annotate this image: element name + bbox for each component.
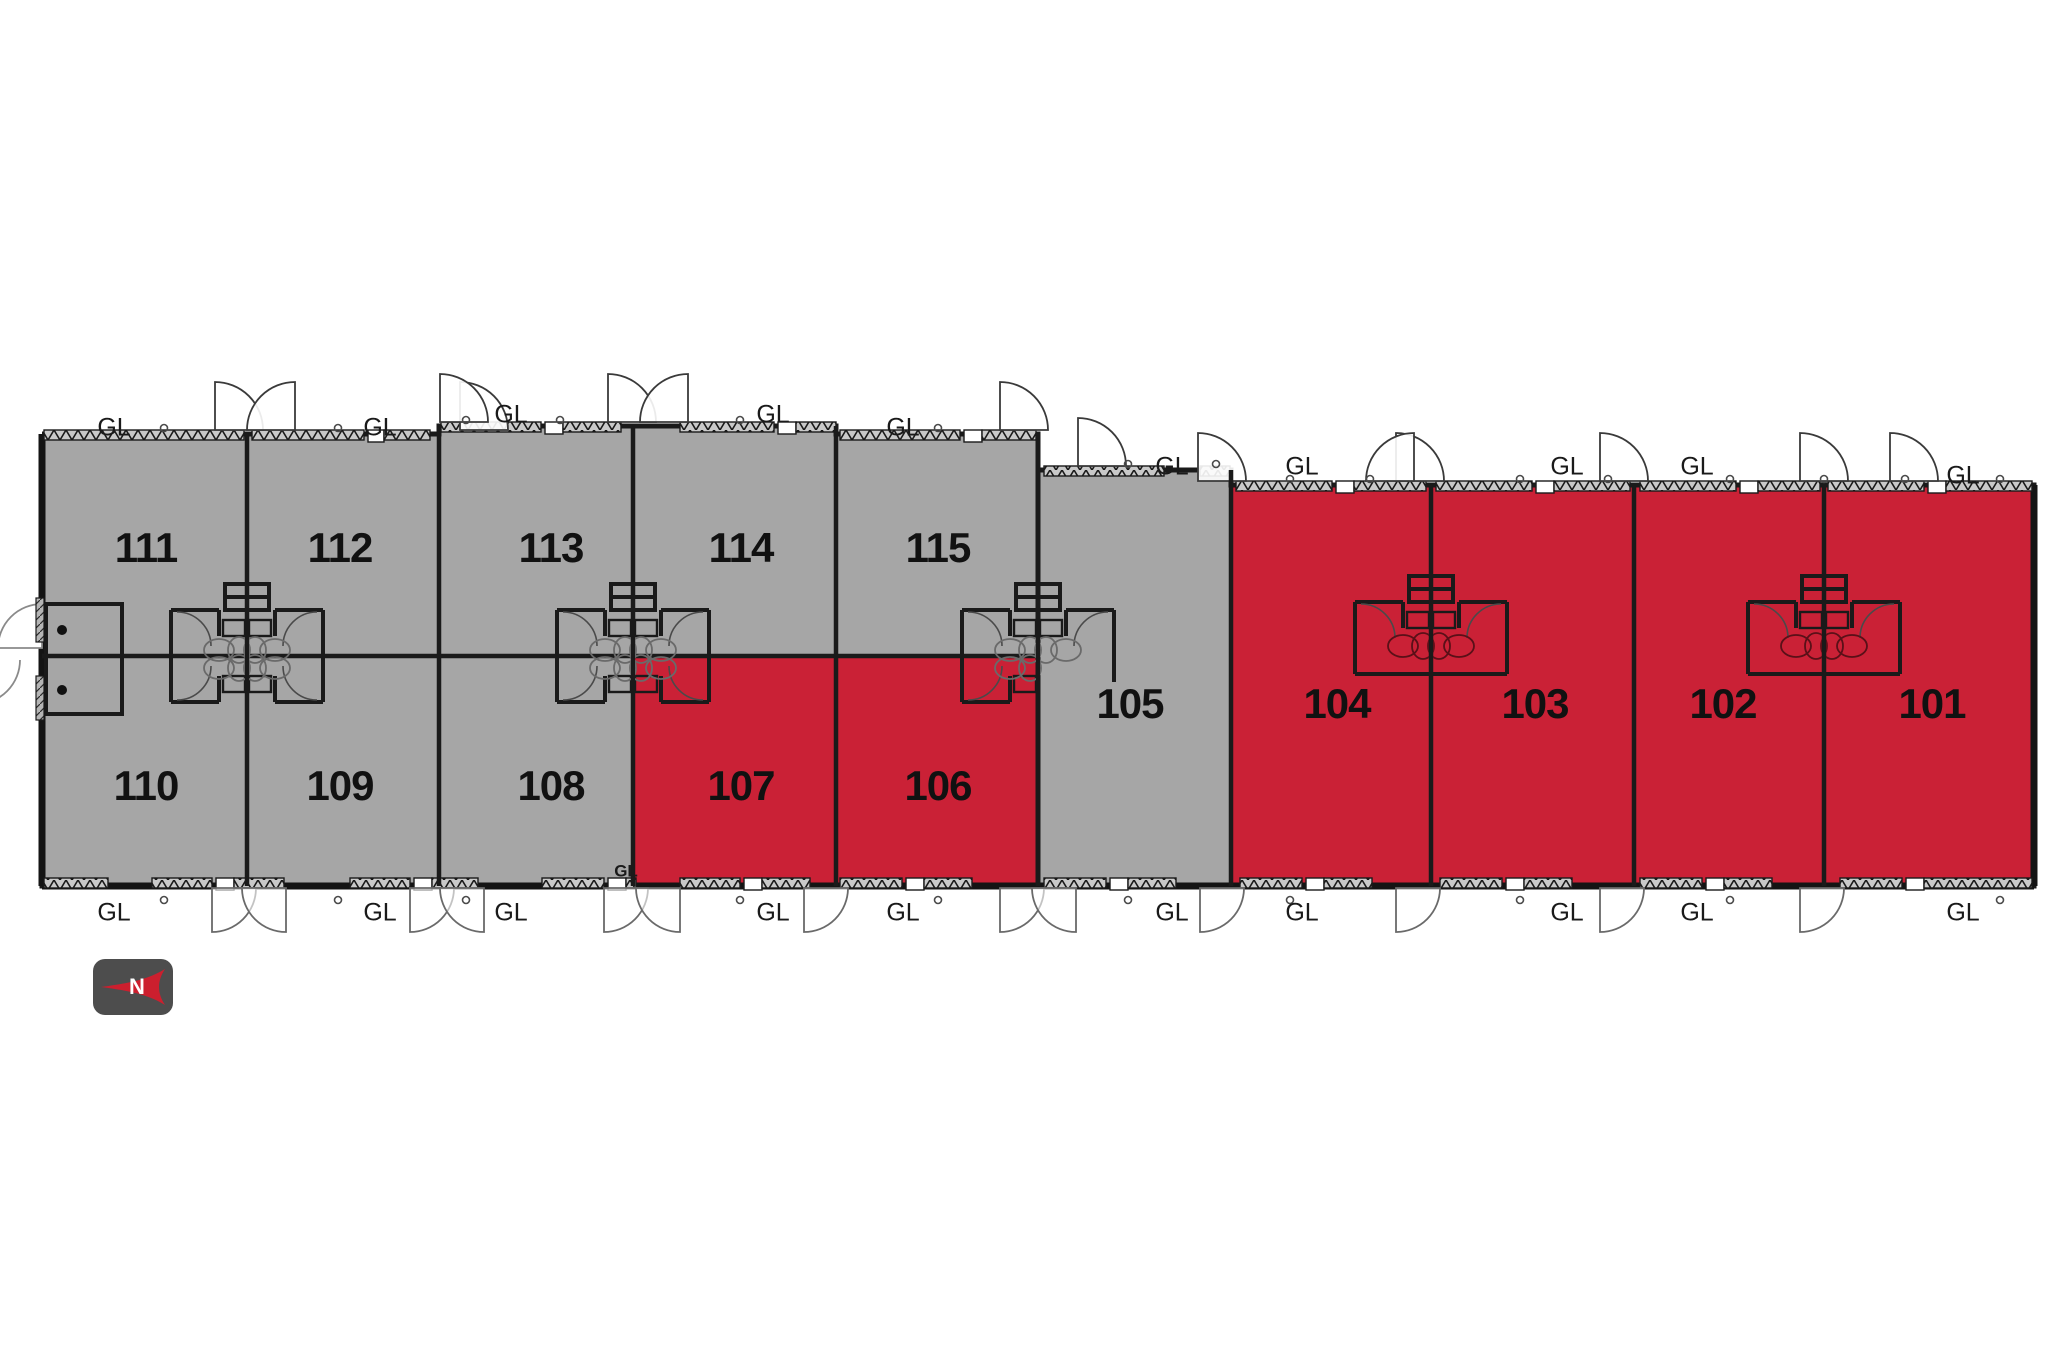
mullion-marks — [159, 415, 2005, 905]
gl-label-bottom: GL — [494, 899, 527, 927]
gl-label-bottom: GL — [1285, 899, 1318, 927]
unit-fill-107[interactable] — [633, 656, 836, 886]
unit-label-106[interactable]: 106 — [904, 762, 972, 809]
unit-fill-110[interactable] — [42, 656, 247, 886]
unit-label-111[interactable]: 111 — [115, 524, 179, 571]
unit-label-113[interactable]: 113 — [519, 524, 585, 571]
gl-label-bottom: GL — [363, 899, 396, 927]
door-swings-top — [214, 373, 1939, 482]
unit-fill-104[interactable] — [1231, 485, 1431, 888]
gl-label-top: GL — [363, 414, 396, 442]
gl-label-inline: GL — [614, 861, 638, 880]
unit-fill-101[interactable] — [1824, 485, 2034, 888]
gl-label-top: GL — [97, 414, 130, 442]
unit-label-105[interactable]: 105 — [1096, 680, 1165, 727]
unit-fill-112[interactable] — [247, 434, 439, 656]
unit-fills — [42, 426, 2034, 888]
gl-labels-bottom: GL GL GL GL GL GL GL GL GL GL — [97, 899, 1979, 927]
north-arrow-label: N — [129, 974, 145, 999]
door-swings-bottom — [211, 887, 1845, 933]
unit-fill-115[interactable] — [836, 434, 1038, 656]
restroom-cluster-113-108 — [555, 582, 711, 728]
gl-label-top: GL — [1680, 453, 1713, 481]
gl-labels-top: GL GL GL GL GL GL GL GL GL GL — [97, 401, 1979, 490]
unit-fill-106[interactable] — [836, 656, 1038, 886]
gl-label-top: GL — [1946, 462, 1979, 490]
gl-label-top: GL — [756, 401, 789, 429]
gl-label-top: GL — [1550, 453, 1583, 481]
gl-label-bottom: GL — [1946, 899, 1979, 927]
unit-fill-108[interactable] — [439, 656, 633, 886]
gl-label-bottom: GL — [756, 899, 789, 927]
unit-fill-103[interactable] — [1431, 485, 1634, 888]
unit-label-103[interactable]: 103 — [1501, 680, 1569, 727]
unit-fill-114[interactable] — [633, 426, 836, 656]
gl-label-top: GL — [1155, 453, 1188, 481]
restroom-cluster-104-103 — [1353, 574, 1509, 700]
unit-labels: 111 112 113 114 115 110 109 108 107 106 … — [114, 524, 1968, 809]
unit-label-107[interactable]: 107 — [707, 762, 775, 809]
unit-fill-102[interactable] — [1634, 485, 1824, 888]
gl-label-bottom: GL — [1680, 899, 1713, 927]
gl-label-bottom: GL — [1155, 899, 1188, 927]
restroom-cluster-115-106 — [960, 582, 1116, 728]
unit-label-104[interactable]: 104 — [1303, 680, 1373, 727]
unit-label-109[interactable]: 109 — [306, 762, 374, 809]
unit-fill-113[interactable] — [439, 426, 633, 656]
unit-label-112[interactable]: 112 — [308, 524, 374, 571]
restroom-cluster-112-109 — [169, 582, 325, 728]
unit-fill-109[interactable] — [247, 656, 439, 886]
unit-label-101[interactable]: 101 — [1898, 680, 1967, 727]
unit-label-114[interactable]: 114 — [709, 524, 776, 571]
gl-label-top: GL — [1285, 453, 1318, 481]
restroom-cluster-102-101 — [1746, 574, 1902, 700]
gl-label-bottom: GL — [97, 899, 130, 927]
unit-label-102[interactable]: 102 — [1689, 680, 1757, 727]
gl-label-bottom: GL — [886, 899, 919, 927]
gl-label-bottom: GL — [1550, 899, 1583, 927]
bottom-glazing-band — [43, 877, 2033, 891]
north-arrow-icon: N — [93, 959, 173, 1015]
left-entry-vestibule — [0, 597, 124, 721]
gl-labels-inline: GL — [614, 861, 638, 880]
gl-label-top: GL — [494, 401, 527, 429]
unit-label-110[interactable]: 110 — [114, 762, 180, 809]
gl-label-top: GL — [886, 414, 919, 442]
unit-fill-111[interactable] — [42, 434, 247, 656]
unit-fill-105[interactable] — [1038, 470, 1231, 888]
unit-label-115[interactable]: 115 — [906, 524, 972, 571]
unit-label-108[interactable]: 108 — [517, 762, 586, 809]
